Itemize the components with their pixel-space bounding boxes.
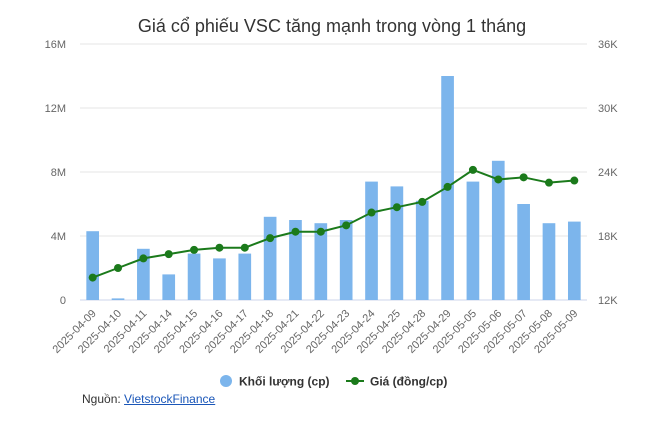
price-point[interactable]: [266, 234, 275, 243]
price-point[interactable]: [215, 243, 224, 252]
grid-lines: [80, 43, 587, 301]
price-point[interactable]: [164, 250, 173, 259]
price-point[interactable]: [291, 227, 300, 236]
legend-volume-marker: [220, 375, 232, 387]
y-right-tick-label: 36K: [598, 39, 618, 51]
price-point[interactable]: [544, 178, 553, 187]
volume-bar[interactable]: [491, 160, 505, 300]
price-point[interactable]: [316, 227, 325, 236]
price-point[interactable]: [367, 208, 376, 217]
legend-item-volume[interactable]: Khối lượng (cp): [220, 375, 330, 389]
source-note: Nguồn: VietstockFinance: [82, 392, 215, 406]
volume-bar[interactable]: [517, 204, 530, 300]
y-left-tick-label: 0: [60, 295, 66, 307]
volume-bar[interactable]: [314, 223, 328, 300]
price-point[interactable]: [139, 254, 148, 263]
y-axis-left-labels: 0 4M 8M 12M 16M: [45, 39, 66, 307]
price-point[interactable]: [392, 203, 401, 212]
source-link[interactable]: VietstockFinance: [124, 392, 216, 406]
legend[interactable]: Khối lượng (cp) Giá (đồng/cp): [220, 375, 447, 389]
price-point[interactable]: [468, 165, 477, 174]
volume-bar[interactable]: [415, 200, 429, 300]
price-point[interactable]: [519, 173, 528, 182]
price-point[interactable]: [88, 273, 97, 282]
legend-price-marker: [351, 377, 359, 385]
y-right-tick-label: 30K: [598, 103, 618, 115]
volume-bar[interactable]: [263, 216, 277, 300]
price-point[interactable]: [494, 175, 503, 184]
volume-bars: [86, 76, 581, 300]
volume-bar[interactable]: [466, 181, 480, 300]
price-line: [92, 168, 575, 279]
volume-bar[interactable]: [390, 186, 404, 300]
volume-bar[interactable]: [137, 248, 150, 300]
price-point[interactable]: [570, 176, 579, 185]
legend-price-label: Giá (đồng/cp): [370, 375, 447, 389]
volume-bar[interactable]: [111, 298, 125, 300]
y-axis-right-labels: 12K 18K 24K 30K 36K: [598, 39, 618, 307]
price-point[interactable]: [190, 245, 199, 254]
volume-bar[interactable]: [365, 181, 378, 300]
price-point[interactable]: [443, 182, 452, 191]
y-left-tick-label: 4M: [51, 231, 66, 243]
legend-volume-label: Khối lượng (cp): [239, 375, 330, 389]
price-point[interactable]: [342, 221, 351, 230]
volume-bar[interactable]: [339, 220, 353, 300]
price-point[interactable]: [418, 197, 427, 206]
volume-bar[interactable]: [86, 231, 100, 300]
y-left-tick-label: 12M: [45, 103, 66, 115]
volume-bar[interactable]: [542, 223, 556, 300]
y-left-tick-label: 16M: [45, 39, 66, 51]
x-axis-labels: 2025-04-092025-04-102025-04-112025-04-14…: [51, 308, 581, 356]
chart-title: Giá cổ phiếu VSC tăng mạnh trong vòng 1 …: [138, 16, 526, 36]
volume-bar[interactable]: [162, 274, 176, 300]
volume-bar[interactable]: [289, 220, 302, 300]
price-point[interactable]: [114, 264, 123, 272]
volume-bar[interactable]: [187, 253, 201, 300]
legend-item-price[interactable]: Giá (đồng/cp): [346, 375, 447, 389]
y-right-tick-label: 12K: [598, 295, 618, 307]
volume-bar[interactable]: [567, 221, 581, 300]
price-line-series: [88, 165, 579, 282]
volume-bar[interactable]: [213, 258, 226, 300]
y-left-tick-label: 8M: [51, 167, 66, 179]
price-point[interactable]: [240, 243, 249, 252]
y-right-tick-label: 18K: [598, 231, 618, 243]
y-right-tick-label: 24K: [598, 167, 618, 179]
volume-bar[interactable]: [238, 253, 252, 300]
source-label: Nguồn:: [82, 392, 121, 406]
